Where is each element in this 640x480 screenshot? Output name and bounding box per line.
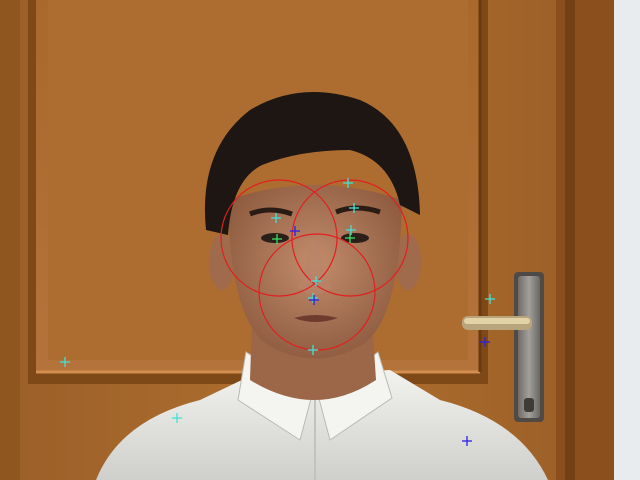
marker-right-eye-green (345, 233, 355, 243)
marker-nose-base-blue (309, 295, 319, 305)
marker-nose-base-cyan (308, 293, 318, 303)
marker-left-brow (271, 213, 281, 223)
marker-door-left (60, 357, 70, 367)
marker-left-eye-green (272, 234, 282, 244)
marker-right-brow (349, 203, 359, 213)
left-ear (209, 234, 235, 290)
marker-shoulder-right (462, 436, 472, 446)
wall-strip (612, 0, 640, 480)
marker-nose-tip (311, 276, 321, 286)
marker-right-forehead (343, 178, 353, 188)
right-ear (395, 234, 421, 290)
door-handle (462, 272, 544, 422)
hair (204, 92, 420, 235)
marker-left-eye-blue (290, 226, 300, 236)
door-frame (556, 0, 614, 480)
marker-shoulder-left (172, 413, 182, 423)
marker-chin (308, 345, 318, 355)
marker-door-handle-blue (480, 337, 490, 347)
marker-door-handle-cyan (485, 294, 495, 304)
right-eye-circle (291, 179, 409, 297)
marker-right-eye (346, 225, 356, 235)
